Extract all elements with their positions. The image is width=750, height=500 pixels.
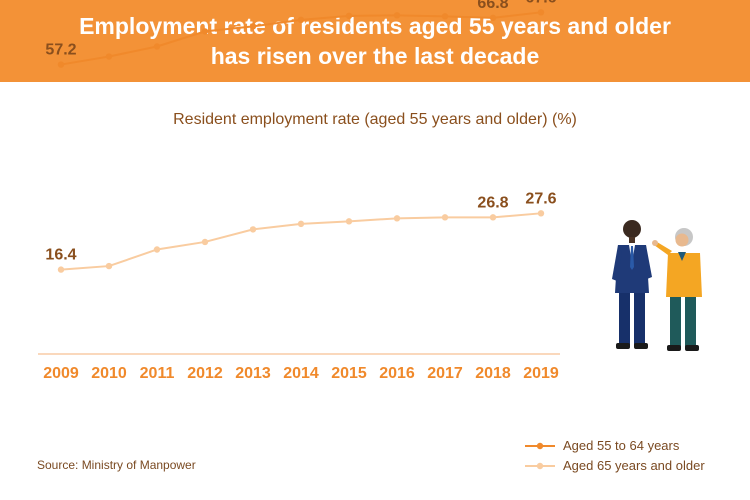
data-point-s1-2009	[57, 266, 65, 273]
source-note: Source: Ministry of Manpower	[37, 458, 196, 472]
x-tick-label-2010: 2010	[91, 365, 127, 382]
x-tick-label-2016: 2016	[379, 365, 415, 382]
data-point-s0-2014	[297, 16, 305, 24]
legend-label-55-64: Aged 55 to 64 years	[563, 438, 680, 453]
woman-figure	[652, 228, 702, 351]
data-point-s1-2016	[393, 215, 401, 222]
data-point-s1-2017	[441, 214, 449, 221]
value-label-s1-2018: 26.8	[477, 194, 508, 211]
legend-label-65-plus: Aged 65 years and older	[563, 458, 705, 473]
value-label-s0-2019: 67.6	[525, 0, 556, 6]
x-tick-label-2014: 2014	[283, 365, 319, 382]
title-line-2: has risen over the last decade	[210, 43, 540, 69]
data-point-s0-2017	[441, 13, 449, 20]
x-tick-label-2013: 2013	[235, 365, 271, 382]
data-point-s0-2012	[201, 28, 209, 35]
title-line-1: Employment rate of residents aged 55 yea…	[79, 13, 671, 39]
x-tick-label-2019: 2019	[523, 365, 559, 382]
x-tick-label-2009: 2009	[43, 365, 79, 382]
data-point-s0-2016	[393, 12, 401, 19]
legend-item-65-plus: Aged 65 years and older	[525, 456, 745, 476]
chart-subtitle: Resident employment rate (aged 55 years …	[173, 111, 577, 128]
data-point-s1-2011	[153, 246, 161, 253]
value-label-s0-2018: 66.8	[477, 0, 508, 12]
legend-item-55-64: Aged 55 to 64 years	[525, 436, 745, 456]
data-point-s1-2014	[297, 220, 305, 228]
x-tick-label-2012: 2012	[187, 365, 223, 382]
value-label-s0-2009: 57.2	[45, 42, 76, 59]
title-banner: Employment rate of residents aged 55 yea…	[0, 0, 750, 82]
data-point-s0-2009	[57, 61, 65, 68]
chart-legend: Aged 55 to 64 years Aged 65 years and ol…	[525, 436, 745, 476]
data-point-s1-2012	[201, 238, 209, 246]
legend-swatch-65-plus	[525, 462, 555, 470]
value-label-s1-2009: 16.4	[45, 247, 76, 264]
data-point-s1-2015	[345, 218, 353, 225]
data-point-s1-2018	[489, 214, 497, 221]
legend-swatch-55-64	[525, 442, 555, 450]
data-point-s1-2010	[105, 262, 113, 270]
man-in-suit-figure	[612, 220, 652, 349]
x-tick-label-2015: 2015	[331, 365, 367, 382]
data-point-s1-2013	[249, 226, 257, 233]
x-tick-label-2018: 2018	[475, 365, 511, 382]
data-point-s1-2019	[537, 210, 545, 217]
data-point-s0-2018	[489, 14, 497, 22]
data-point-s0-2010	[105, 53, 113, 60]
x-tick-label-2011: 2011	[140, 365, 175, 382]
data-point-s0-2013	[249, 23, 257, 30]
value-label-s1-2019: 27.6	[525, 190, 556, 207]
two-people-talking-illustration	[612, 220, 702, 351]
x-tick-label-2017: 2017	[427, 365, 463, 382]
data-point-s0-2011	[153, 43, 161, 50]
data-point-s0-2019	[537, 9, 545, 16]
data-point-s0-2015	[345, 12, 353, 20]
